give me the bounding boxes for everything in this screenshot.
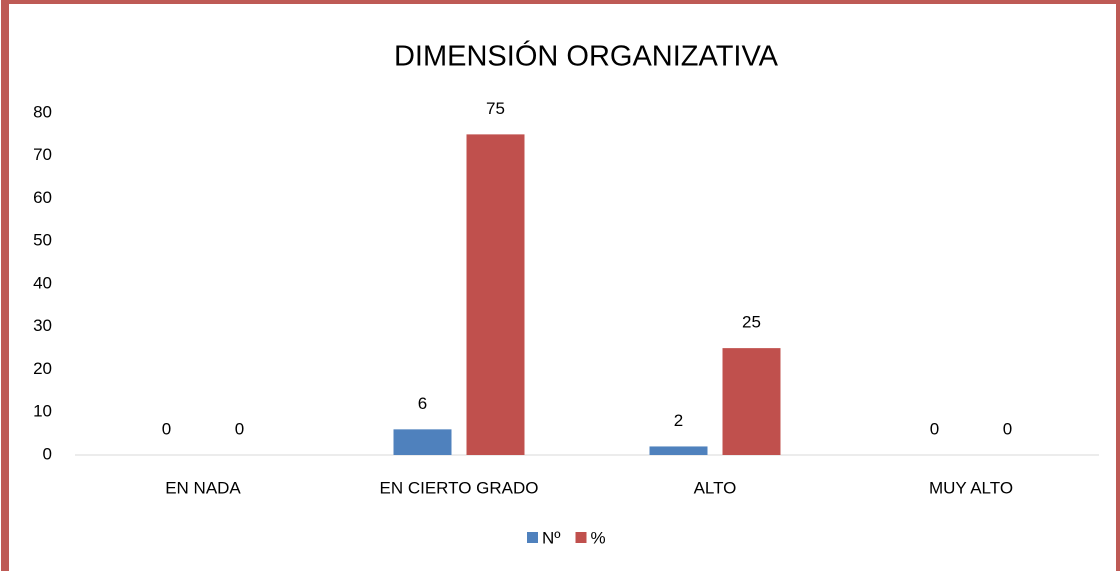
y-tick-label: 20 <box>33 359 52 378</box>
data-label: 25 <box>742 313 761 332</box>
bar <box>393 429 452 455</box>
data-label: 6 <box>418 394 427 413</box>
bar <box>649 446 708 455</box>
y-tick-label: 80 <box>33 102 52 121</box>
legend-label: % <box>591 528 606 547</box>
y-tick-label: 10 <box>33 402 52 421</box>
y-tick-label: 70 <box>33 145 52 164</box>
legend-swatch <box>527 532 538 543</box>
data-label: 2 <box>674 411 683 430</box>
data-label: 0 <box>930 419 939 438</box>
y-tick-label: 50 <box>33 231 52 250</box>
data-label: 0 <box>1003 419 1012 438</box>
y-tick-label: 60 <box>33 188 52 207</box>
x-tick-label: ALTO <box>694 478 737 497</box>
chart-title: DIMENSIÓN ORGANIZATIVA <box>394 40 779 73</box>
y-tick-label: 30 <box>33 316 52 335</box>
bar <box>466 134 525 455</box>
bar <box>722 348 781 455</box>
legend-swatch <box>575 532 587 543</box>
data-label: 0 <box>162 419 171 438</box>
data-label: 0 <box>235 419 244 438</box>
x-tick-label: EN NADA <box>165 478 241 497</box>
y-tick-label: 40 <box>33 273 52 292</box>
legend-label: Nº <box>542 528 561 547</box>
data-label: 75 <box>486 99 505 118</box>
x-tick-label: MUY ALTO <box>929 478 1013 497</box>
y-tick-label: 0 <box>43 444 52 463</box>
x-tick-label: EN CIERTO GRADO <box>379 478 538 497</box>
